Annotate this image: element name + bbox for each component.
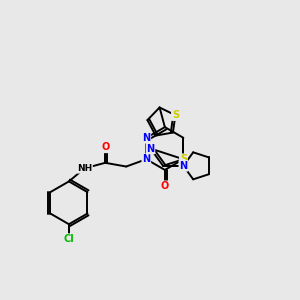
Text: S: S	[180, 154, 187, 164]
Text: O: O	[161, 181, 169, 191]
Text: O: O	[101, 142, 109, 152]
Text: N: N	[142, 133, 150, 143]
Text: S: S	[172, 110, 179, 120]
Text: NH: NH	[77, 164, 92, 173]
Text: N: N	[142, 154, 150, 164]
Text: N: N	[179, 161, 188, 171]
Text: N: N	[146, 143, 154, 154]
Text: Cl: Cl	[64, 234, 74, 244]
